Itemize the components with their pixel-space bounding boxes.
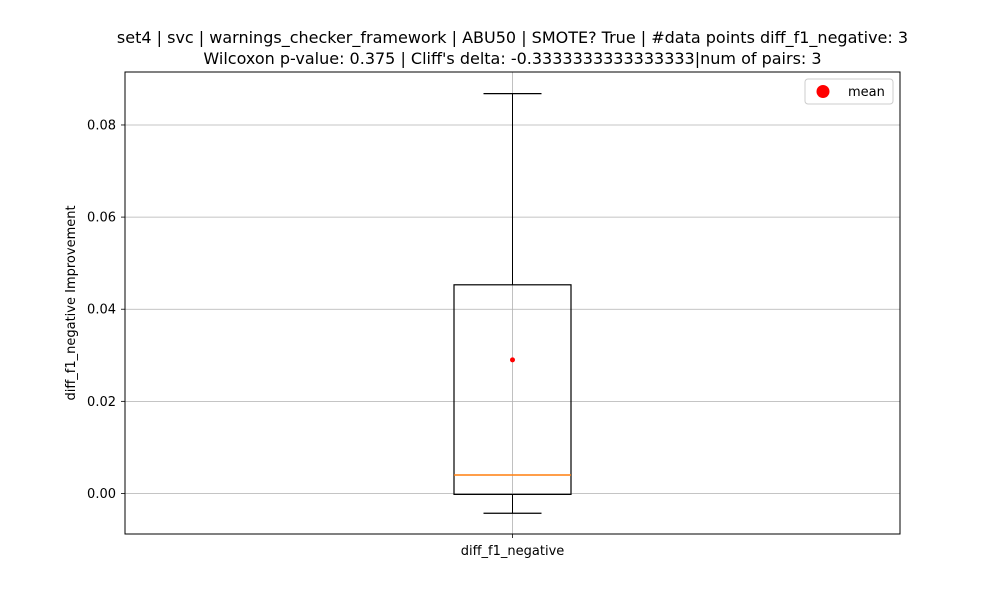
legend-frame — [804, 78, 894, 105]
chart-title-line-1: set4 | svc | warnings_checker_framework … — [117, 28, 908, 48]
mean-point — [510, 357, 515, 363]
chart-title-line-2: Wilcoxon p-value: 0.375 | Cliff's delta:… — [203, 49, 821, 68]
legend: mean — [804, 78, 894, 105]
legend-mean-marker — [816, 85, 830, 98]
y-tick-label: 0.04 — [87, 303, 116, 318]
axes: 0.00 0.02 0.04 0.06 0.08 diff_f1_negative — [87, 71, 901, 559]
x-tick-label: diff_f1_negative — [461, 544, 565, 559]
plot-frame — [124, 71, 901, 535]
y-tick-label: 0.00 — [87, 487, 116, 502]
y-tick-label: 0.02 — [87, 395, 116, 410]
y-axis-label: diff_f1_negative Improvement — [64, 205, 79, 400]
legend-mean-label: mean — [848, 85, 885, 100]
box-series — [453, 93, 572, 514]
y-tick-label: 0.06 — [87, 211, 116, 226]
interquartile-box — [453, 284, 572, 495]
y-tick-label: 0.08 — [87, 118, 116, 133]
